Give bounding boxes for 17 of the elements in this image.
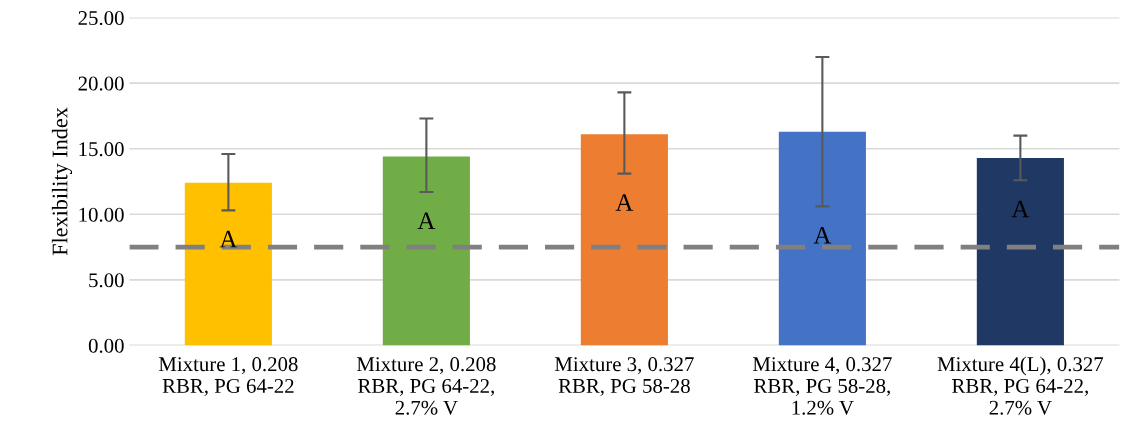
x-tick-label: Mixture 2, 0.208 RBR, PG 64-22, 2.7% V [356, 357, 496, 415]
annotation: A [1011, 200, 1030, 218]
annotation: A [219, 230, 238, 248]
annotation: A [417, 212, 436, 230]
y-tick-label: 0.00 [88, 338, 124, 353]
x-tick-label: Mixture 1, 0.208 RBR, PG 64-22 [158, 357, 298, 396]
y-tick-label: 15.00 [79, 142, 124, 157]
annotation: A [813, 226, 832, 244]
y-axis-title: Flexibility Index [51, 107, 73, 256]
x-tick-label: Mixture 4(L), 0.327 RBR, PG 64-22, 2.7% V [937, 356, 1104, 415]
annotation: A [615, 194, 634, 211]
x-tick-label: Mixture 3, 0.327 RBR, PG 58-28 [554, 357, 694, 396]
x-tick-label: Mixture 4, 0.327 RBR, PG 58-28, 1.2% V [752, 357, 892, 415]
y-tick-label: 25.00 [78, 10, 124, 26]
y-tick-label: 5.00 [89, 273, 124, 288]
y-tick-label: 10.00 [79, 207, 124, 222]
y-tick-label: 20.00 [78, 76, 124, 91]
